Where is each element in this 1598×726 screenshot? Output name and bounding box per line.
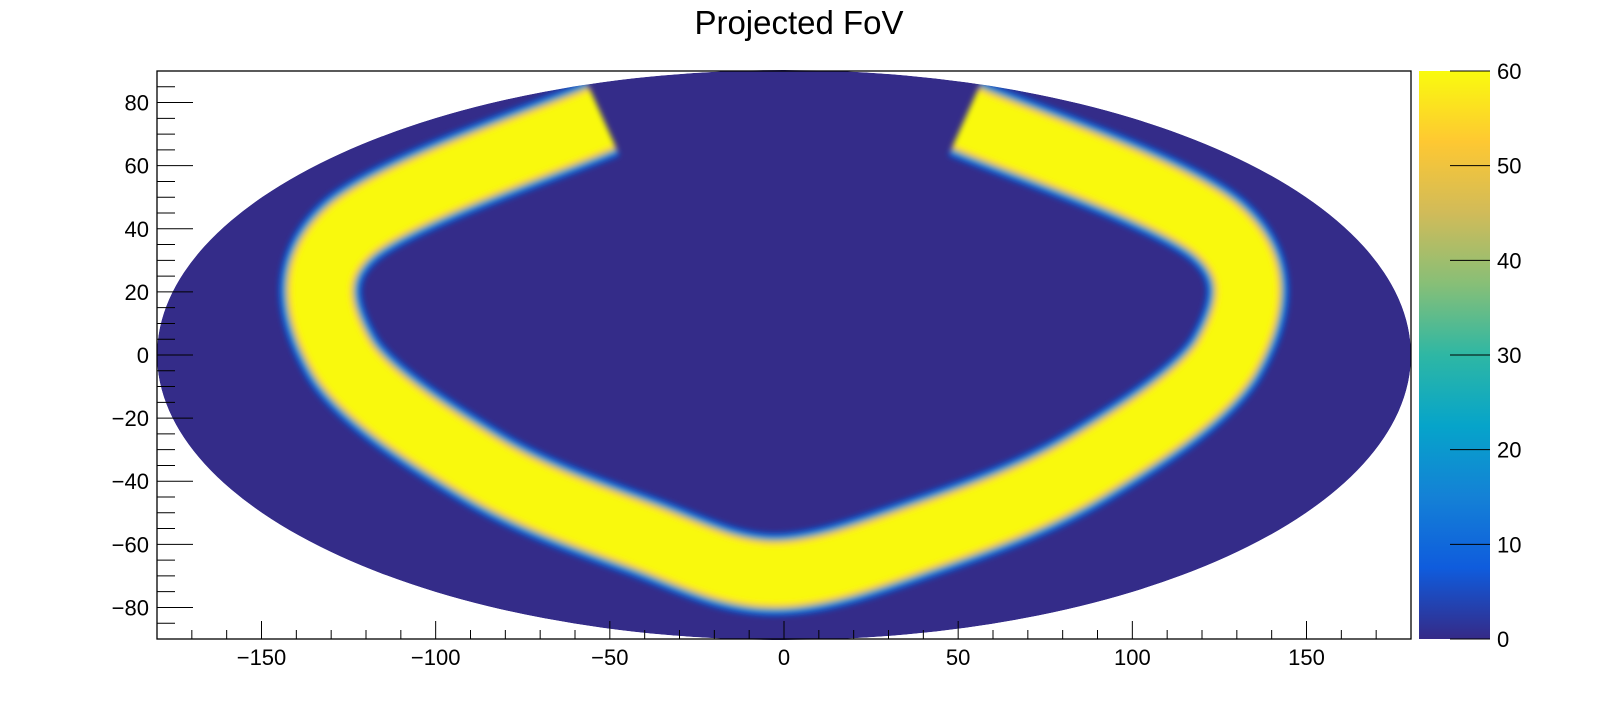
y-tick-label: 60 (125, 154, 149, 179)
z-tick-label: 40 (1497, 248, 1521, 273)
z-tick-label: 0 (1497, 627, 1509, 652)
colorbar: 0 10 20 30 40 50 60 (1419, 59, 1521, 652)
coverage-band (278, 79, 1290, 616)
z-tick-label: 20 (1497, 438, 1521, 463)
y-tick-label: −40 (112, 469, 149, 494)
y-tick-label: −60 (112, 532, 149, 557)
chart-title: Projected FoV (694, 4, 904, 41)
x-tick-label: −100 (411, 645, 461, 670)
y-tick-label: 20 (125, 280, 149, 305)
y-tick-label: 80 (125, 91, 149, 116)
x-tick-label: 100 (1114, 645, 1151, 670)
x-tick-label: 0 (778, 645, 790, 670)
x-tick-label: 50 (946, 645, 970, 670)
y-tick-label: 0 (137, 343, 149, 368)
z-tick-label: 10 (1497, 532, 1521, 557)
band-layer-5 (290, 90, 1278, 604)
x-tick-label: 150 (1288, 645, 1325, 670)
z-tick-label: 50 (1497, 154, 1521, 179)
x-axis: −150 −100 −50 0 50 100 150 (156, 621, 1412, 670)
sky-map (157, 70, 1411, 640)
colorbar-axis: 0 10 20 30 40 50 60 (1450, 59, 1521, 652)
x-tick-label: −150 (237, 645, 287, 670)
y-tick-label: −80 (112, 595, 149, 620)
x-tick-label: −50 (591, 645, 628, 670)
y-axis: 80 60 40 20 0 −20 −40 −60 −80 (112, 70, 193, 640)
y-tick-label: 40 (125, 217, 149, 242)
z-tick-label: 60 (1497, 59, 1521, 84)
y-tick-label: −20 (112, 406, 149, 431)
z-tick-label: 30 (1497, 343, 1521, 368)
